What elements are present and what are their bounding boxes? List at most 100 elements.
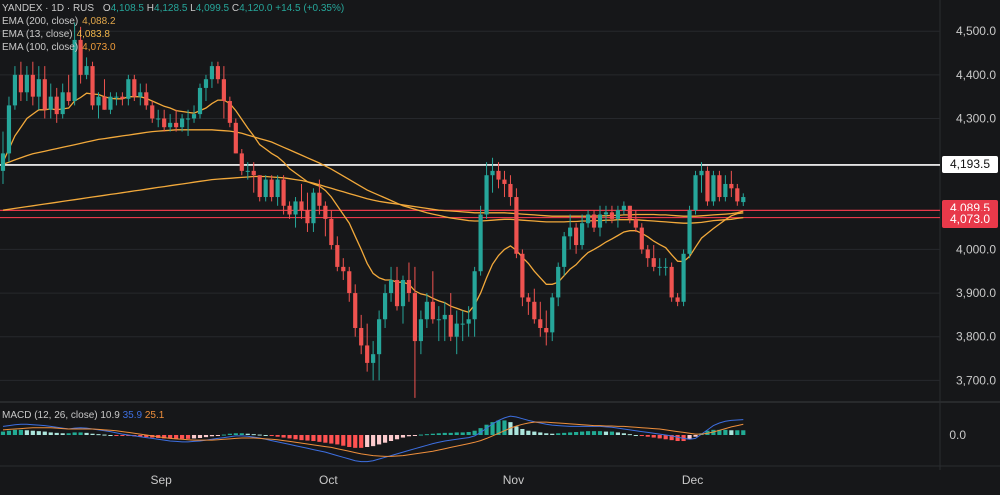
macd-hist-bar [221, 434, 226, 436]
candle-body [394, 279, 400, 307]
candle-body [126, 79, 131, 99]
candle-body [263, 179, 268, 198]
price-label-level: 4,193.5 [942, 156, 998, 174]
candle-body [287, 205, 292, 215]
macd-hist-bar [353, 435, 358, 448]
candle-body [663, 266, 668, 268]
macd-hist-bar [293, 435, 298, 440]
macd-hist-bar [472, 430, 477, 435]
candle-body [162, 118, 167, 128]
x-tick-label: Sep [151, 473, 173, 487]
candle-body [144, 92, 149, 106]
y-tick-label: 3,800.0 [956, 330, 996, 344]
macd-hist-bar [227, 433, 232, 435]
indicator-ema100-label: EMA (100, close) [2, 42, 79, 53]
candle-body [30, 74, 35, 97]
indicator-ema13[interactable]: EMA (13, close) 4,083.8 [2, 28, 110, 41]
macd-hist-bar [490, 422, 495, 435]
macd-hist-bar [729, 430, 734, 435]
candle-body [633, 218, 638, 228]
candle-body [72, 39, 77, 102]
macd-hist-bar [120, 435, 125, 436]
candle-body [639, 227, 644, 250]
macd-hist-bar [430, 433, 435, 435]
candle-body [108, 96, 113, 110]
macd-hist-bar [299, 435, 304, 441]
macd-hist-bar [580, 431, 585, 435]
ohlc-change: +14.5 (+0.35%) [275, 3, 345, 14]
macd-hist-bar [424, 434, 429, 436]
candle-body [705, 170, 710, 202]
macd-hist-bar [603, 431, 609, 435]
candle-body [299, 201, 304, 211]
candle-body [18, 74, 23, 93]
candle-body [365, 345, 370, 363]
candle-body [526, 297, 531, 302]
macd-hist-bar [287, 435, 292, 439]
candle-body [233, 122, 238, 154]
macd-hist-bar [275, 435, 280, 437]
candle-body [221, 79, 226, 102]
macd-hist-bar [72, 432, 77, 435]
candle-body [311, 192, 316, 224]
candle-body [442, 314, 447, 320]
macd-hist-bar [741, 430, 746, 435]
indicator-ema200[interactable]: EMA (200, close) 4,088.2 [2, 15, 116, 28]
macd-hist-bar [657, 435, 662, 439]
macd-hist-bar [245, 433, 250, 435]
horizontal-levels [0, 164, 940, 219]
candle-body [729, 183, 734, 189]
macd-hist-bar [382, 435, 388, 443]
macd-hist-bar [562, 432, 567, 435]
macd-hist-bar [365, 435, 370, 447]
candle-body [174, 122, 179, 128]
candle-body [472, 271, 477, 320]
macd-hist-bar [609, 431, 615, 435]
macd-hist-bar [466, 432, 471, 435]
macd-hist-bar [305, 435, 310, 441]
macd-hist-bar [239, 433, 244, 435]
indicator-ema100[interactable]: EMA (100, close) 4,073.0 [2, 41, 116, 54]
candle-body [699, 170, 704, 176]
indicator-ema13-value: 4,083.8 [76, 29, 110, 40]
candle-body [478, 214, 483, 272]
ohlc-high-label: H [146, 3, 155, 14]
candle-body [382, 293, 388, 320]
candle-body [717, 175, 722, 198]
macd-hist-bar [717, 429, 722, 435]
macd-hist-bar [269, 435, 274, 436]
macd-hist-bar [442, 432, 447, 435]
macd-hist-bar [263, 435, 268, 436]
macd-hist-bar [615, 432, 620, 435]
candles [0, 22, 746, 398]
macd-hist-bar [669, 435, 674, 441]
macd-hist-bar [203, 435, 209, 438]
candle-body [580, 223, 585, 246]
macd-hist-bar [394, 435, 400, 440]
x-tick-label: Oct [319, 473, 338, 487]
ohlc-close-label: C [231, 3, 240, 14]
candle-body [90, 66, 95, 106]
macd-hist-bar [251, 434, 256, 436]
macd-hist-bar [174, 435, 179, 439]
macd-hist-bar [311, 435, 316, 441]
candle-body [335, 245, 340, 267]
macd-hist-bar [496, 420, 501, 435]
candle-body [436, 319, 441, 321]
macd-hist-bar [687, 435, 692, 440]
macd-hist-bar [323, 435, 328, 443]
candle-body [621, 205, 626, 211]
candle-body [627, 205, 632, 219]
indicator-macd[interactable]: MACD (12, 26, close) 10.9 35.9 25.1 [2, 410, 164, 421]
candle-body [424, 301, 429, 320]
macd-hist-bar [0, 431, 6, 435]
macd-hist-bar [191, 435, 197, 439]
candle-body [323, 205, 328, 219]
macd-hist-bar [454, 432, 459, 435]
macd-hist-bar [18, 429, 23, 435]
candle-body [156, 118, 161, 120]
y-tick-label: 3,700.0 [956, 373, 996, 387]
macd-hist-bar [347, 435, 352, 447]
